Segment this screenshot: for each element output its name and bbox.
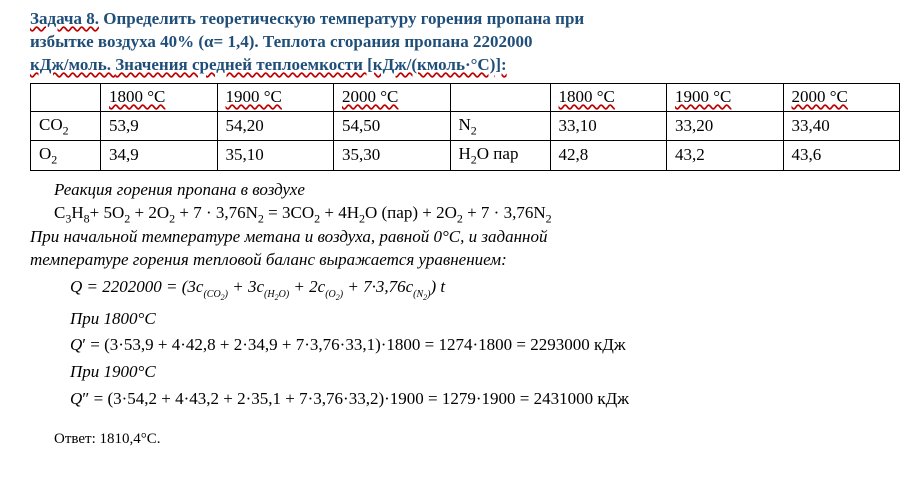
col-2000-2: 2000 °С	[783, 83, 900, 111]
empty-cell	[31, 83, 101, 111]
q-1800: Q′ = (3·53,9 + 4·42,8 + 2·34,9 + 7·3,76·…	[30, 334, 893, 357]
q-1900: Q″ = (3·54,2 + 4·43,2 + 2·35,1 + 7·3,76·…	[30, 388, 893, 411]
co2-1900: 54,20	[217, 111, 334, 141]
col-1800-2: 1800 °С	[550, 83, 667, 111]
table-header-row: 1800 °С 1900 °С 2000 °С 1800 °С 1900 °С …	[31, 83, 900, 111]
col-1800-1: 1800 °С	[101, 83, 218, 111]
heat-capacity-table: 1800 °С 1900 °С 2000 °С 1800 °С 1900 °С …	[30, 83, 900, 171]
task-label: Задача 8.	[30, 9, 99, 28]
at-1800-label: При 1800°С	[30, 308, 893, 331]
o2-label: O2	[31, 141, 101, 171]
at-1900-label: При 1900°С	[30, 361, 893, 384]
col-2000-1: 2000 °С	[334, 83, 451, 111]
reaction-title: Реакция горения пропана в воздухе	[30, 179, 893, 202]
empty-cell-2	[450, 83, 550, 111]
heat-balance-formula: Q = 2202000 = (3c(CO2) + 3c(H2O) + 2c(O2…	[30, 276, 893, 303]
h2o-label: H2O пар	[450, 141, 550, 171]
heading-line3-under: Значения средней теплоемкости [кДж/(кмол…	[115, 55, 506, 74]
answer-text: Ответ: 1810,4°С.	[30, 429, 893, 449]
h2o-1800: 42,8	[550, 141, 667, 171]
alpha-symbol: α	[204, 32, 214, 51]
o2-2000: 35,30	[334, 141, 451, 171]
co2-label: CO2	[31, 111, 101, 141]
task-heading: Задача 8. Определить теоретическую темпе…	[30, 8, 893, 77]
h2o-1900: 43,2	[667, 141, 784, 171]
n2-2000: 33,40	[783, 111, 900, 141]
h2o-2000: 43,6	[783, 141, 900, 171]
col-1900-2: 1900 °С	[667, 83, 784, 111]
n2-label: N2	[450, 111, 550, 141]
combustion-equation: C3H8+ 5O2 + 2O2 + 7 · 3,76N2 = 3CO2 + 4H…	[30, 202, 893, 227]
co2-1800: 53,9	[101, 111, 218, 141]
heading-line2-rest: = 1,4). Теплота сгорания пропана 2202000	[214, 32, 533, 51]
o2-1900: 35,10	[217, 141, 334, 171]
o2-1800: 34,9	[101, 141, 218, 171]
condition-text: При начальной температуре метана и возду…	[30, 226, 900, 272]
heading-line2: избытке воздуха 40% (	[30, 32, 204, 51]
table-row: O2 34,9 35,10 35,30 H2O пар 42,8 43,2 43…	[31, 141, 900, 171]
table-row: CO2 53,9 54,20 54,50 N2 33,10 33,20 33,4…	[31, 111, 900, 141]
col-1900-1: 1900 °С	[217, 83, 334, 111]
heading-line3-prefix: кДж/моль.	[30, 55, 115, 74]
co2-2000: 54,50	[334, 111, 451, 141]
n2-1900: 33,20	[667, 111, 784, 141]
n2-1800: 33,10	[550, 111, 667, 141]
heading-line1-rest: Определить теоретическую температуру гор…	[103, 9, 584, 28]
